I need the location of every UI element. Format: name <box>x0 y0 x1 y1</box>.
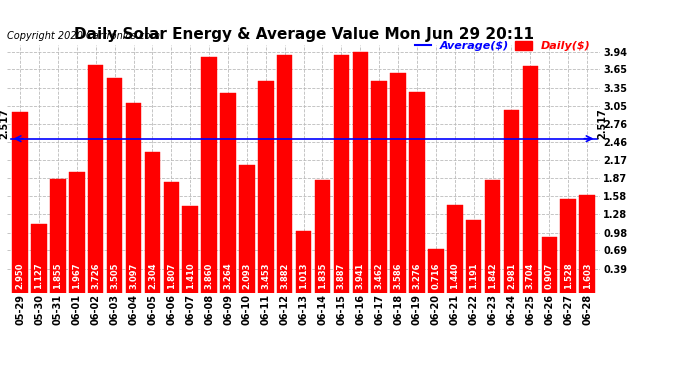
Text: 3.462: 3.462 <box>375 263 384 290</box>
Text: 2.950: 2.950 <box>16 263 25 290</box>
Bar <box>315 180 331 292</box>
Text: 1.191: 1.191 <box>469 263 478 290</box>
Text: 3.887: 3.887 <box>337 263 346 290</box>
Text: 2.517: 2.517 <box>0 108 10 139</box>
Bar <box>258 81 273 292</box>
Bar <box>277 55 293 292</box>
Legend: Average($), Daily($): Average($), Daily($) <box>410 37 595 56</box>
Text: Copyright 2020 Cartronics.com: Copyright 2020 Cartronics.com <box>7 32 160 41</box>
Text: 3.704: 3.704 <box>526 263 535 290</box>
Text: 0.716: 0.716 <box>431 263 440 290</box>
Text: 3.264: 3.264 <box>224 263 233 290</box>
Bar <box>69 172 85 292</box>
Bar <box>391 74 406 292</box>
Text: 2.093: 2.093 <box>242 263 251 290</box>
Text: 3.726: 3.726 <box>91 263 100 290</box>
Bar <box>220 93 236 292</box>
Bar <box>447 204 462 292</box>
Text: 1.013: 1.013 <box>299 263 308 290</box>
Bar <box>296 231 311 292</box>
Text: 1.528: 1.528 <box>564 263 573 290</box>
Bar <box>522 66 538 292</box>
Bar <box>353 52 368 292</box>
Bar <box>560 199 576 292</box>
Bar <box>485 180 500 292</box>
Text: 1.842: 1.842 <box>488 263 497 290</box>
Text: 3.882: 3.882 <box>280 263 289 290</box>
Text: 0.907: 0.907 <box>545 263 554 290</box>
Text: 1.855: 1.855 <box>53 263 62 290</box>
Bar <box>201 57 217 292</box>
Text: 1.127: 1.127 <box>34 263 43 290</box>
Bar <box>107 78 122 292</box>
Text: 1.603: 1.603 <box>582 263 591 290</box>
Bar <box>409 92 425 292</box>
Text: 3.505: 3.505 <box>110 263 119 290</box>
Bar <box>239 165 255 292</box>
Text: 2.981: 2.981 <box>507 263 516 290</box>
Text: 3.586: 3.586 <box>393 263 402 290</box>
Bar <box>371 81 387 292</box>
Bar <box>504 110 520 292</box>
Text: 3.453: 3.453 <box>262 263 270 290</box>
Bar <box>50 179 66 292</box>
Bar <box>580 195 595 292</box>
Text: 1.410: 1.410 <box>186 263 195 290</box>
Bar <box>466 220 482 292</box>
Text: 3.097: 3.097 <box>129 263 138 290</box>
Bar <box>145 152 160 292</box>
Text: 3.276: 3.276 <box>413 263 422 290</box>
Bar <box>334 55 349 292</box>
Bar <box>12 112 28 292</box>
Text: 1.835: 1.835 <box>318 263 327 290</box>
Text: 2.304: 2.304 <box>148 263 157 290</box>
Bar <box>182 206 198 292</box>
Text: 1.967: 1.967 <box>72 263 81 290</box>
Bar <box>88 65 103 292</box>
Bar <box>126 103 141 292</box>
Text: 1.807: 1.807 <box>167 263 176 290</box>
Text: 2.517: 2.517 <box>598 108 607 139</box>
Text: 3.941: 3.941 <box>356 263 365 290</box>
Text: 1.440: 1.440 <box>451 263 460 290</box>
Bar <box>428 249 444 292</box>
Bar <box>164 182 179 292</box>
Text: 3.860: 3.860 <box>205 263 214 290</box>
Bar <box>31 224 47 292</box>
Title: Daily Solar Energy & Average Value Mon Jun 29 20:11: Daily Solar Energy & Average Value Mon J… <box>74 27 533 42</box>
Bar <box>542 237 557 292</box>
